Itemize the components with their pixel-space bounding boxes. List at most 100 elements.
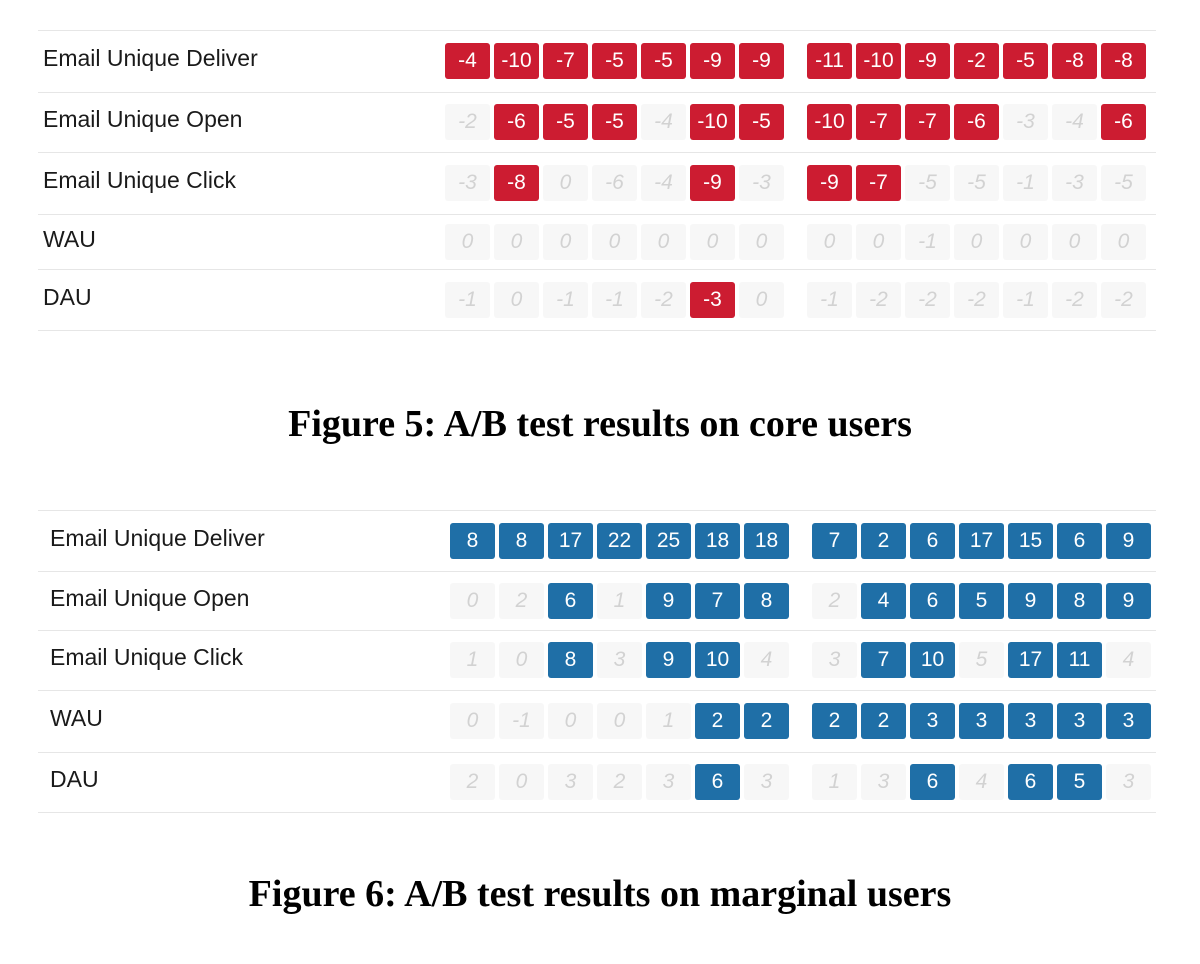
insignificant-cell: 1 [646, 703, 691, 739]
significant-cell: 8 [499, 522, 544, 559]
insignificant-cell: 2 [812, 582, 857, 619]
significant-cell: 17 [1008, 642, 1053, 678]
insignificant-cell: 1 [450, 642, 495, 678]
insignificant-cell: 3 [861, 764, 906, 800]
insignificant-cell: 0 [1052, 223, 1097, 260]
significant-cell: -6 [494, 104, 539, 140]
significant-cell: -4 [445, 43, 490, 79]
insignificant-cell: 2 [597, 764, 642, 800]
significant-cell: 3 [959, 703, 1004, 739]
insignificant-cell: 5 [959, 642, 1004, 678]
insignificant-cell: -1 [543, 281, 588, 318]
figure-caption: Figure 5: A/B test results on core users [288, 403, 912, 445]
significant-cell: -9 [905, 43, 950, 79]
significant-cell: 6 [1057, 522, 1102, 559]
insignificant-cell: 0 [494, 223, 539, 260]
significant-cell: -5 [543, 104, 588, 140]
row-divider [38, 752, 1156, 753]
insignificant-cell: 0 [739, 223, 784, 260]
significant-cell: -7 [905, 104, 950, 140]
row-label: DAU [43, 283, 92, 310]
insignificant-cell: 0 [954, 223, 999, 260]
insignificant-cell: -1 [905, 223, 950, 260]
insignificant-cell: -2 [905, 281, 950, 318]
insignificant-cell: 0 [543, 223, 588, 260]
insignificant-cell: 0 [1101, 223, 1146, 260]
significant-cell: 7 [861, 642, 906, 678]
insignificant-cell: -1 [499, 703, 544, 739]
significant-cell: 4 [861, 582, 906, 619]
row-label: WAU [43, 225, 96, 252]
insignificant-cell: -3 [1052, 165, 1097, 201]
significant-cell: 6 [910, 582, 955, 619]
insignificant-cell: -3 [445, 165, 490, 201]
significant-cell: 7 [812, 522, 857, 559]
significant-cell: -5 [1003, 43, 1048, 79]
significant-cell: 9 [1106, 582, 1151, 619]
significant-cell: 10 [695, 642, 740, 678]
significant-cell: 3 [1106, 703, 1151, 739]
results-table-marginal-users: Email Unique Deliver 8 8 17 22 25 18 18 7 2 6 17 15 6… [38, 510, 1156, 814]
insignificant-cell: 0 [543, 165, 588, 201]
insignificant-cell: 2 [450, 764, 495, 800]
significant-cell: -8 [1101, 43, 1146, 79]
significant-cell: 9 [646, 582, 691, 619]
significant-cell: -8 [1052, 43, 1097, 79]
insignificant-cell: 0 [597, 703, 642, 739]
significant-cell: 6 [910, 522, 955, 559]
insignificant-cell: -4 [1052, 104, 1097, 140]
insignificant-cell: 2 [499, 582, 544, 619]
significant-cell: 10 [910, 642, 955, 678]
significant-cell: -6 [1101, 104, 1146, 140]
insignificant-cell: 1 [597, 582, 642, 619]
row-divider [38, 152, 1156, 153]
insignificant-cell: 4 [744, 642, 789, 678]
significant-cell: -10 [494, 43, 539, 79]
figure-caption: Figure 6: A/B test results on marginal u… [248, 873, 952, 915]
insignificant-cell: -2 [1052, 281, 1097, 318]
row-divider [38, 571, 1156, 572]
insignificant-cell: -2 [641, 281, 686, 318]
insignificant-cell: 0 [450, 703, 495, 739]
significant-cell: 2 [695, 703, 740, 739]
insignificant-cell: -1 [445, 281, 490, 318]
row-divider [38, 510, 1156, 511]
insignificant-cell: 3 [597, 642, 642, 678]
insignificant-cell: 0 [499, 764, 544, 800]
insignificant-cell: 0 [807, 223, 852, 260]
row-divider [38, 30, 1156, 31]
insignificant-cell: -4 [641, 165, 686, 201]
insignificant-cell: 3 [744, 764, 789, 800]
row-label: Email Unique Open [50, 584, 250, 611]
significant-cell: 2 [812, 703, 857, 739]
insignificant-cell: -3 [1003, 104, 1048, 140]
significant-cell: -3 [690, 281, 735, 318]
significant-cell: -9 [739, 43, 784, 79]
significant-cell: 11 [1057, 642, 1102, 678]
significant-cell: 9 [1106, 522, 1151, 559]
insignificant-cell: -2 [445, 104, 490, 140]
significant-cell: 3 [1057, 703, 1102, 739]
insignificant-cell: 1 [812, 764, 857, 800]
significant-cell: 17 [959, 522, 1004, 559]
row-divider [38, 92, 1156, 93]
insignificant-cell: -2 [1101, 281, 1146, 318]
significant-cell: 5 [959, 582, 1004, 619]
insignificant-cell: 3 [646, 764, 691, 800]
insignificant-cell: -1 [592, 281, 637, 318]
significant-cell: 7 [695, 582, 740, 619]
significant-cell: 5 [1057, 764, 1102, 800]
significant-cell: 2 [861, 522, 906, 559]
insignificant-cell: 3 [1106, 764, 1151, 800]
significant-cell: -5 [592, 104, 637, 140]
insignificant-cell: -4 [641, 104, 686, 140]
row-divider [38, 269, 1156, 270]
significant-cell: -10 [856, 43, 901, 79]
insignificant-cell: 0 [548, 703, 593, 739]
significant-cell: -9 [690, 43, 735, 79]
row-label: WAU [50, 705, 103, 731]
results-table-core-users: Email Unique Deliver -4 -10 -7 -5 -5 -9 -9 -11 -1… [38, 30, 1156, 332]
insignificant-cell: 0 [450, 582, 495, 619]
significant-cell: 9 [1008, 582, 1053, 619]
significant-cell: -9 [807, 165, 852, 201]
